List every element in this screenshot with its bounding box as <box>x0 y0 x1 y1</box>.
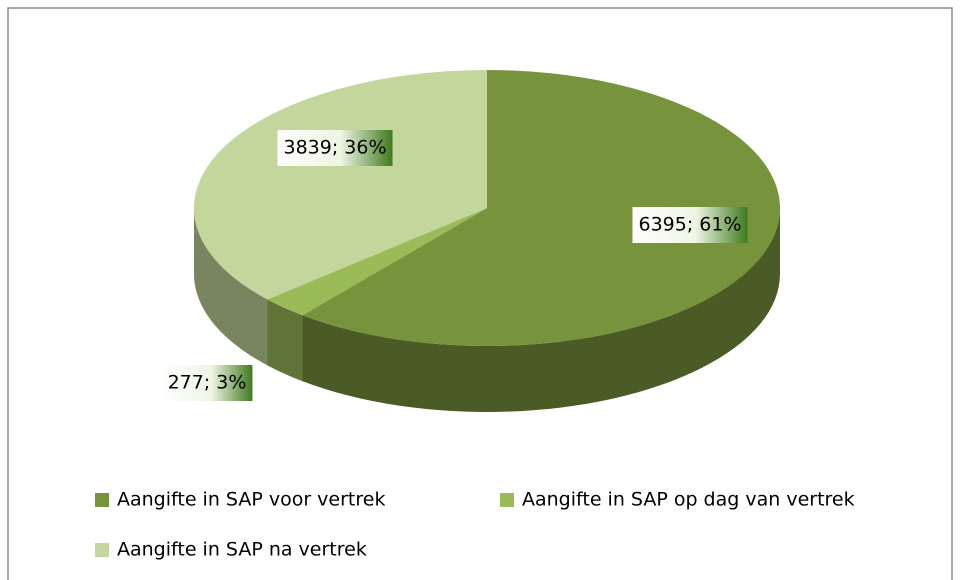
pie-side <box>302 208 780 412</box>
legend-label: Aangifte in SAP op dag van vertrek <box>522 489 855 511</box>
data-label: 6395; 61% <box>638 214 741 236</box>
legend-label: Aangifte in SAP na vertrek <box>117 539 367 561</box>
data-label: 3839; 36% <box>283 137 386 159</box>
data-label-box <box>161 365 253 401</box>
data-label: 277; 3% <box>168 372 247 394</box>
data-label-box <box>277 130 393 166</box>
legend-label: Aangifte in SAP voor vertrek <box>117 489 385 511</box>
pie-slice <box>302 70 780 346</box>
legend-swatch <box>500 493 514 507</box>
data-label-box <box>632 207 748 243</box>
pie-slice <box>193 70 487 300</box>
pie-slice <box>267 208 487 316</box>
pie-side <box>194 208 268 366</box>
legend-swatch <box>95 493 109 507</box>
pie-side <box>267 299 303 382</box>
legend-swatch <box>95 543 109 557</box>
